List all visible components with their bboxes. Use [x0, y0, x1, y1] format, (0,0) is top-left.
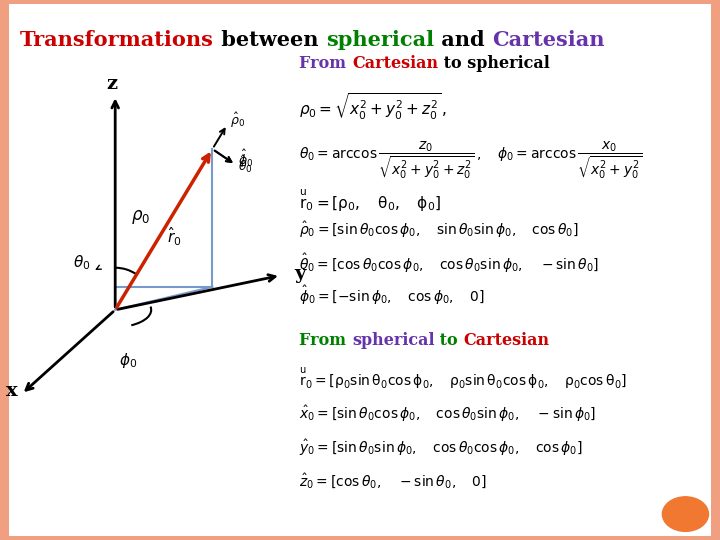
- Text: spherical: spherical: [325, 30, 434, 50]
- Text: Transformations: Transformations: [20, 30, 214, 50]
- Text: $\theta_0$: $\theta_0$: [73, 254, 91, 273]
- Text: $\rho_0 = \sqrt{x_0^2 + y_0^2 + z_0^2}\,,$: $\rho_0 = \sqrt{x_0^2 + y_0^2 + z_0^2}\,…: [300, 91, 447, 122]
- Text: $\overset{\rm u}{r}_0 = [\rho_0\sin\theta_0\cos\phi_0,\quad \rho_0\sin\theta_0\c: $\overset{\rm u}{r}_0 = [\rho_0\sin\thet…: [300, 367, 627, 392]
- Text: $\hat{\theta}_0$: $\hat{\theta}_0$: [238, 154, 253, 175]
- Text: and: and: [434, 30, 492, 50]
- Text: $\theta_0 = \arccos\dfrac{z_0}{\sqrt{x_0^2+y_0^2+z_0^2}}\,,\quad \phi_0 = \arcco: $\theta_0 = \arccos\dfrac{z_0}{\sqrt{x_0…: [300, 140, 643, 180]
- Text: From: From: [300, 55, 352, 72]
- Text: $\hat{\phi}_0$: $\hat{\phi}_0$: [238, 147, 253, 170]
- Text: Cartesian: Cartesian: [352, 55, 438, 72]
- Text: Cartesian: Cartesian: [464, 332, 550, 349]
- Text: spherical: spherical: [352, 332, 434, 349]
- Text: $\hat{y}_0 = [\sin\theta_0\sin\phi_0,\quad \cos\theta_0\cos\phi_0,\quad \cos\phi: $\hat{y}_0 = [\sin\theta_0\sin\phi_0,\qu…: [300, 438, 583, 458]
- Text: Cartesian: Cartesian: [492, 30, 604, 50]
- Text: $\hat{z}_0 = [\cos\theta_0,\quad -\sin\theta_0,\quad 0]$: $\hat{z}_0 = [\cos\theta_0,\quad -\sin\t…: [300, 472, 487, 491]
- Text: $\hat{\theta}_0 = [\cos\theta_0\cos\phi_0,\quad \cos\theta_0\sin\phi_0,\quad -\s: $\hat{\theta}_0 = [\cos\theta_0\cos\phi_…: [300, 252, 599, 275]
- Text: $\phi_0$: $\phi_0$: [119, 351, 137, 370]
- Text: x: x: [6, 382, 17, 400]
- Text: to: to: [434, 332, 464, 349]
- Text: $\hat{r}_0$: $\hat{r}_0$: [168, 225, 182, 248]
- Text: $\overset{\rm u}{r}_0 = [\rho_0,\quad \theta_0,\quad \phi_0]$: $\overset{\rm u}{r}_0 = [\rho_0,\quad \t…: [300, 188, 441, 214]
- Text: between: between: [214, 30, 325, 50]
- Text: $\hat{\rho}_0$: $\hat{\rho}_0$: [230, 111, 245, 130]
- Text: $\hat{\rho}_0 = [\sin\theta_0\cos\phi_0,\quad \sin\theta_0\sin\phi_0,\quad \cos\: $\hat{\rho}_0 = [\sin\theta_0\cos\phi_0,…: [300, 220, 579, 240]
- Text: z: z: [106, 75, 117, 93]
- Text: y: y: [294, 265, 305, 283]
- Text: From: From: [300, 332, 352, 349]
- Text: $\hat{x}_0 = [\sin\theta_0\cos\phi_0,\quad \cos\theta_0\sin\phi_0,\quad -\sin\ph: $\hat{x}_0 = [\sin\theta_0\cos\phi_0,\qu…: [300, 403, 597, 424]
- Text: to spherical: to spherical: [438, 55, 550, 72]
- Text: $\rho_0$: $\rho_0$: [132, 208, 150, 226]
- Text: $\hat{\phi}_0 = [-\sin\phi_0,\quad \cos\phi_0,\quad 0]$: $\hat{\phi}_0 = [-\sin\phi_0,\quad \cos\…: [300, 284, 485, 307]
